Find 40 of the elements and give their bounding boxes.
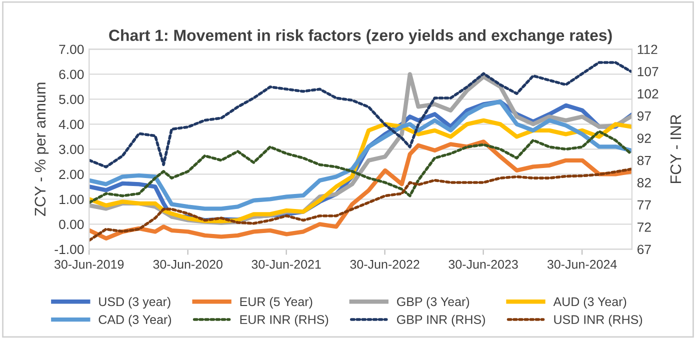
y2-tick-label: 92 — [637, 134, 651, 143]
x-tick-label: 30-Jun-2019 — [54, 260, 124, 269]
x-tick-label: 30-Jun-2020 — [153, 260, 222, 269]
y2-tick-label: 82 — [637, 178, 651, 188]
x-tick-label: 30-Jun-2022 — [350, 260, 420, 269]
y-tick-label: 0.00 — [59, 220, 84, 230]
legend-label: EUR INR (RHS) — [240, 314, 328, 326]
x-tick-label: 30-Jun-2024 — [547, 260, 617, 269]
y-tick-label: 3.00 — [59, 144, 84, 154]
line-series — [89, 168, 632, 242]
legend-label: CAD (3 Year) — [98, 314, 172, 326]
y2-tick-label: 72 — [638, 222, 651, 232]
y2-tick-label: 87 — [637, 156, 651, 166]
y-tick-label: 6.00 — [59, 70, 84, 80]
line-series — [89, 140, 632, 240]
legend-label: USD (3 year) — [99, 296, 170, 309]
y-tick-label: 2.00 — [59, 170, 84, 180]
y-tick-label: 1.00 — [60, 194, 84, 204]
y2-tick-label: 77 — [638, 200, 651, 210]
y2-tick-label: 107 — [638, 66, 658, 76]
y-tick-label: 7.00 — [59, 44, 84, 54]
y2-tick-label: 97 — [637, 111, 651, 121]
y-tick-label: -1.00 — [54, 244, 84, 254]
y2-tick-label: 67 — [638, 244, 651, 254]
y2-axis-title: FCY - INR — [670, 114, 682, 183]
y2-tick-label: 102 — [638, 89, 658, 99]
legend-label: GBP INR (RHS) — [397, 314, 485, 326]
legend-label: USD INR (RHS) — [554, 314, 642, 326]
y-tick-label: 4.00 — [58, 120, 84, 130]
chart-title: Chart 1: Movement in risk factors (zero yields and exchange rates) — [109, 29, 612, 44]
y2-tick-label: 112 — [638, 44, 658, 54]
x-tick-label: 30-Jun-2021 — [252, 260, 321, 269]
line-series — [89, 130, 632, 204]
legend-label: AUD (3 Year) — [553, 296, 626, 309]
y-tick-label: 5.00 — [59, 94, 84, 104]
legend-label: EUR (5 Year) — [240, 296, 312, 309]
legend-label: GBP (3 Year) — [397, 296, 470, 309]
line-series — [89, 61, 632, 168]
x-tick-label: 30-Jun-2023 — [448, 260, 518, 269]
y-axis-title: ZCY - % per annum — [34, 82, 49, 216]
